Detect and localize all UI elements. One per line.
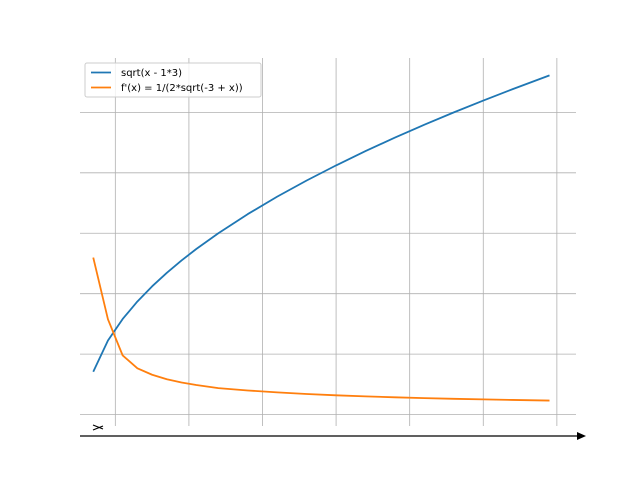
axis-break-marker: [92, 424, 104, 431]
series-layer: [92, 74, 550, 402]
grid: [80, 58, 576, 426]
legend: sqrt(x - 1*3) f'(x) = 1/(2*sqrt(-3 + x)): [84, 62, 262, 98]
series-line-0: [92, 74, 550, 373]
series-line-1: [92, 257, 550, 402]
legend-label-0: sqrt(x - 1*3): [121, 68, 182, 79]
legend-frame: [84, 62, 262, 98]
x-axis-arrowhead: [577, 432, 586, 440]
legend-label-1: f'(x) = 1/(2*sqrt(-3 + x)): [121, 83, 243, 94]
